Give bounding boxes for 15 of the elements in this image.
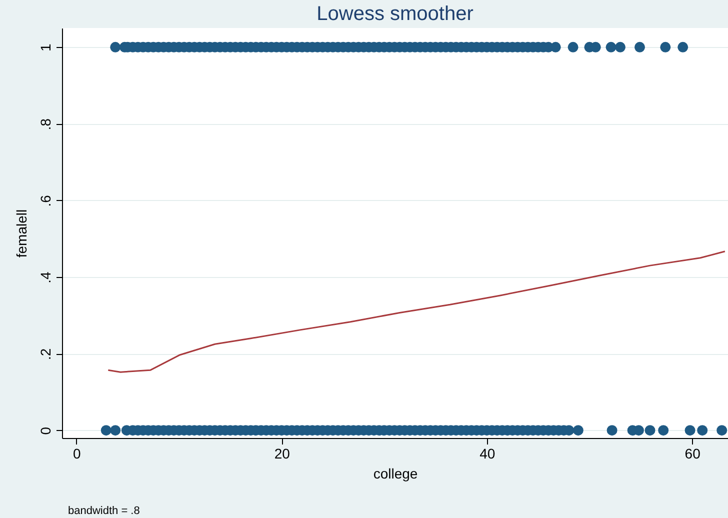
x-tick-label: 60 <box>684 446 701 462</box>
y-tick-label: .8 <box>38 118 54 130</box>
x-tick-label: 0 <box>72 446 81 462</box>
y-tick-label: .4 <box>38 272 54 284</box>
text: bandwidth = .8 <box>68 505 140 517</box>
y-axis-title: femalell <box>14 209 30 258</box>
chart-title: Lowess smoother <box>316 3 474 25</box>
x-tick-label: 20 <box>274 446 290 462</box>
y-tick-label: .6 <box>38 194 54 207</box>
y-tick-label: 0 <box>38 426 54 435</box>
x-axis-title: college <box>373 466 418 482</box>
line-series <box>107 250 726 373</box>
y-tick-label: .2 <box>38 348 54 360</box>
x-tick-label: 40 <box>480 446 496 462</box>
y-tick-label: 1 <box>38 44 54 52</box>
